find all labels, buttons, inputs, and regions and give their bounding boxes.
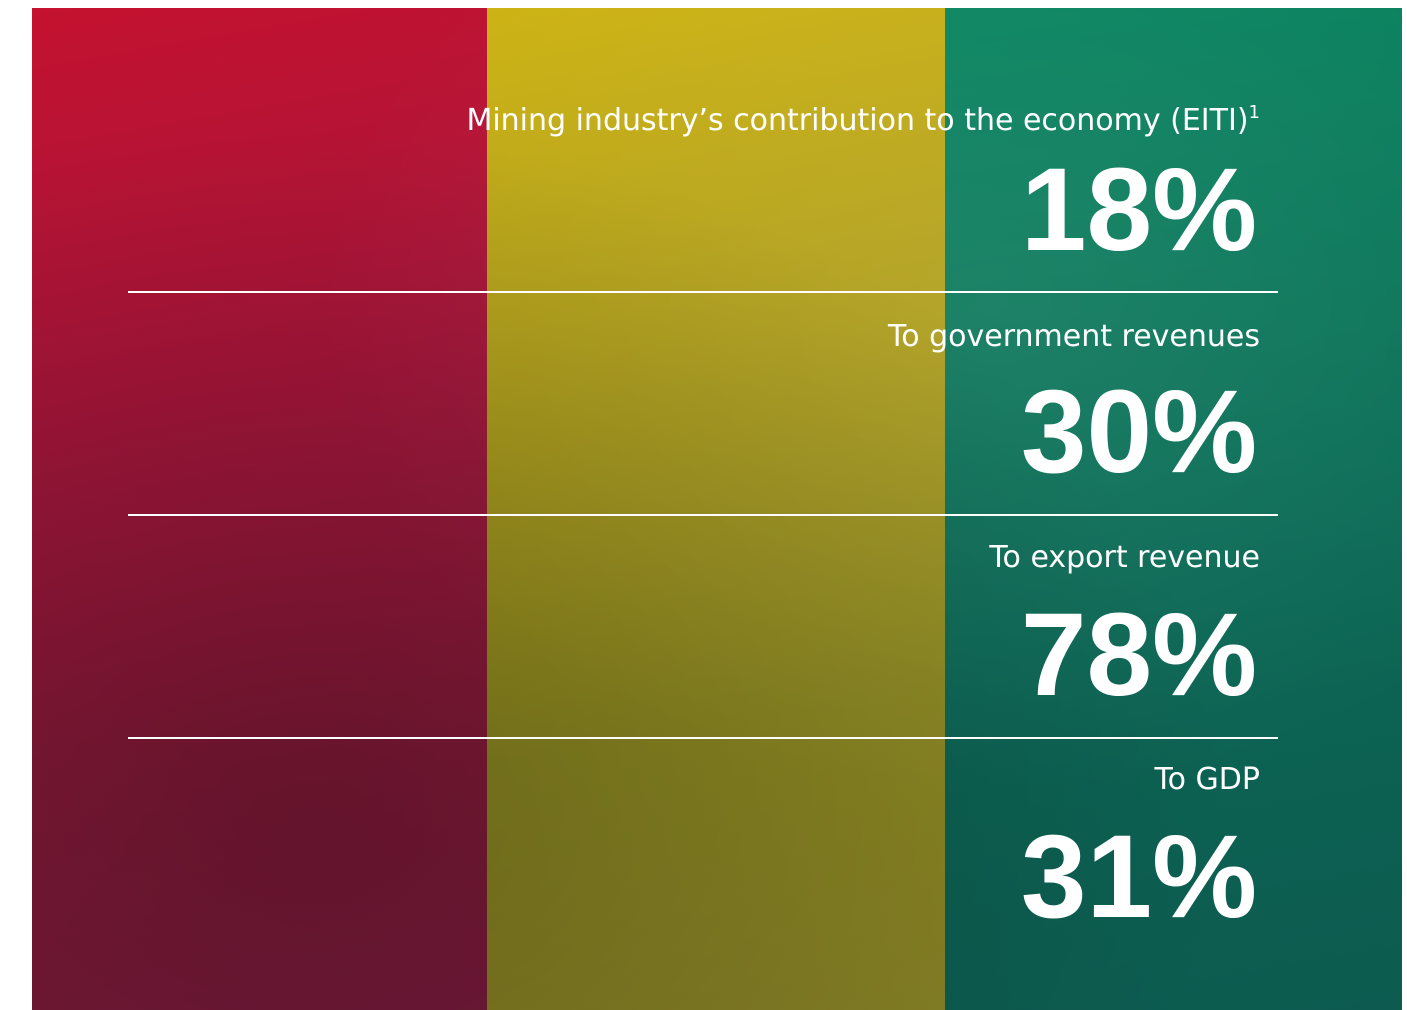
- divider: [128, 737, 1278, 739]
- item-value: 78%: [1021, 595, 1257, 715]
- item-value: 30%: [1021, 372, 1257, 492]
- item-label: To export revenue: [989, 538, 1260, 578]
- item-label: To government revenues: [888, 317, 1260, 357]
- footnote-mark: 1: [1249, 102, 1260, 123]
- page: Mining industry’s contribution to the ec…: [0, 0, 1407, 1010]
- divider: [128, 514, 1278, 516]
- item-value: 31%: [1021, 817, 1257, 937]
- divider: [128, 291, 1278, 293]
- title: Mining industry’s contribution to the ec…: [466, 93, 1260, 141]
- item-value: 18%: [1021, 150, 1257, 270]
- title-text: Mining industry’s contribution to the ec…: [466, 103, 1248, 138]
- item-label: To GDP: [1154, 760, 1260, 800]
